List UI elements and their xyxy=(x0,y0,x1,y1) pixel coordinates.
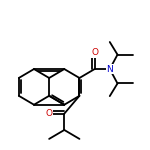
Text: O: O xyxy=(91,48,98,57)
Text: N: N xyxy=(106,64,113,74)
Text: O: O xyxy=(46,109,53,118)
